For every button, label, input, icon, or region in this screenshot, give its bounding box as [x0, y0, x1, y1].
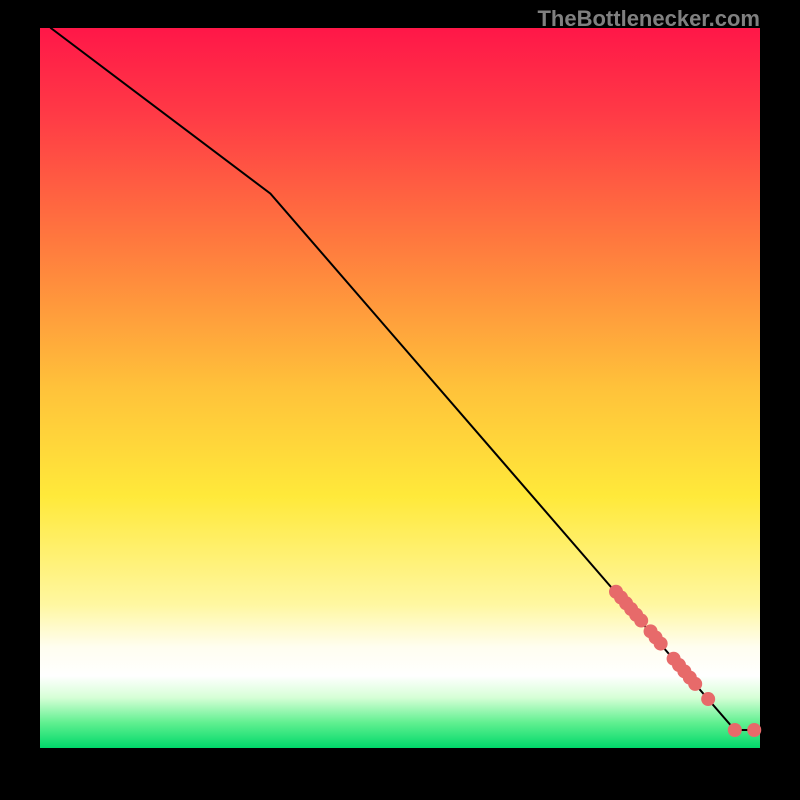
data-marker — [654, 637, 668, 651]
data-marker — [634, 614, 648, 628]
data-marker — [728, 723, 742, 737]
data-marker — [688, 677, 702, 691]
data-marker — [747, 723, 761, 737]
chart-stage: TheBottlenecker.com — [0, 0, 800, 800]
watermark: TheBottlenecker.com — [537, 6, 760, 32]
chart-svg — [0, 0, 800, 800]
data-marker — [701, 692, 715, 706]
